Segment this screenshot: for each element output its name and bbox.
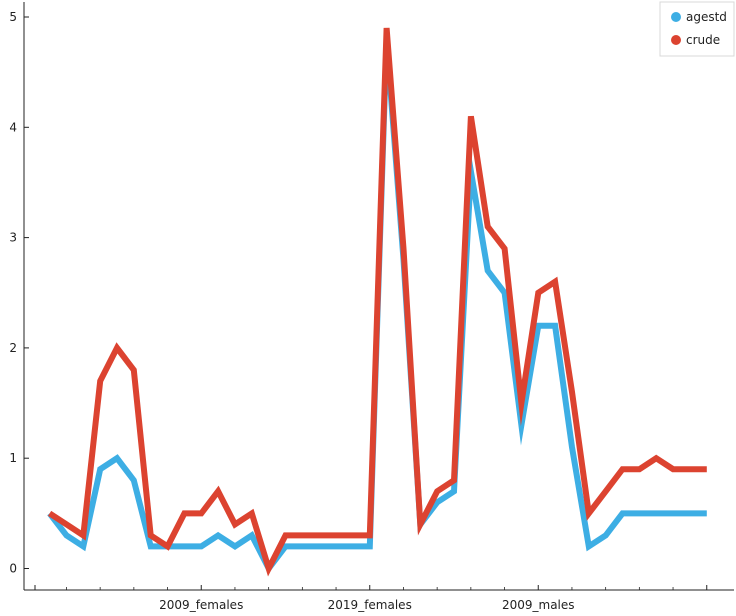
y-tick-label-5: 5	[9, 10, 17, 24]
x-ticks: 2009_females 2019_females 2009_males	[34, 585, 708, 612]
series-line-crude	[47, 27, 707, 577]
legend-box	[659, 1, 735, 57]
legend-swatch-agestd	[671, 12, 681, 22]
y-tick-label-4: 4	[9, 120, 17, 134]
y-axis: 0 1 2 3 4 5	[9, 2, 29, 590]
y-tick-label-0: 0	[9, 562, 17, 576]
y-tick-label-2: 2	[9, 341, 17, 355]
x-tick-label-2019_females: 2019_females	[328, 598, 412, 612]
legend-label-agestd: agestd	[686, 10, 727, 24]
legend-swatch-crude	[671, 35, 681, 45]
y-tick-label-1: 1	[9, 451, 17, 465]
y-ticks: 0 1 2 3 4 5	[9, 10, 29, 576]
x-tick-label-2009_males: 2009_males	[502, 598, 575, 612]
legend: agestd crude	[659, 1, 735, 57]
legend-label-crude: crude	[686, 33, 720, 47]
series-layer	[47, 27, 707, 577]
y-tick-label-3: 3	[9, 231, 17, 245]
x-axis: 2009_females 2019_females 2009_males	[24, 585, 734, 612]
x-tick-label-2009_females: 2009_females	[159, 598, 243, 612]
